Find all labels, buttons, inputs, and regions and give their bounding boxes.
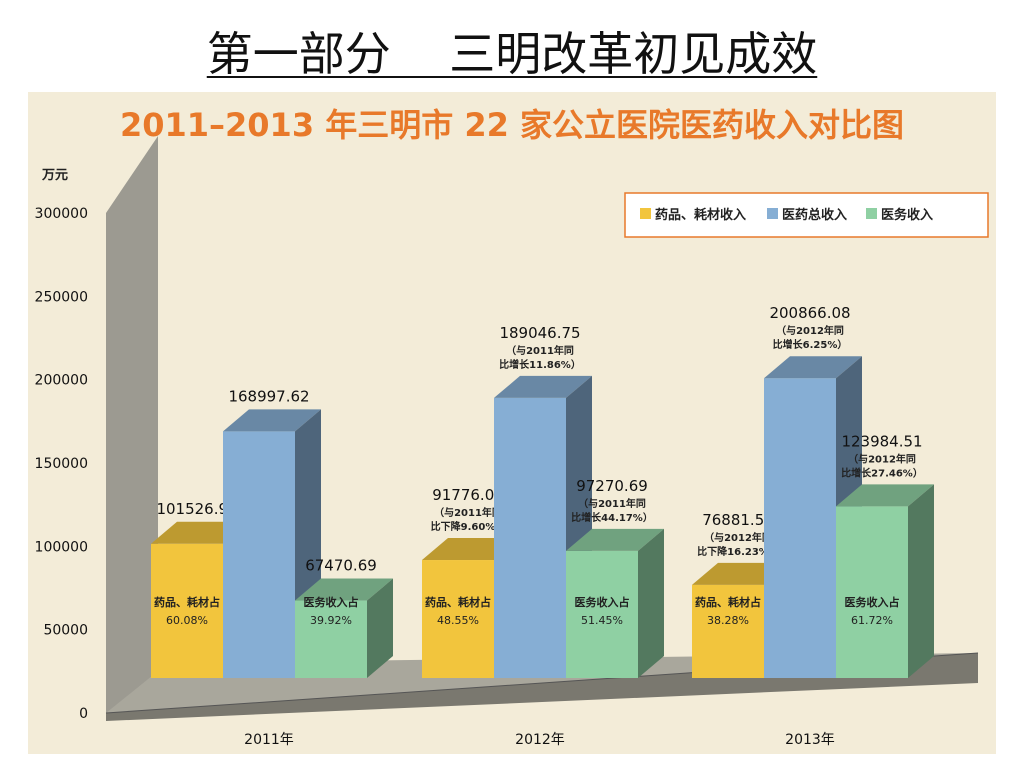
data-value-label: 97270.69: [576, 477, 648, 495]
data-note-label: 比下降9.60%）: [431, 520, 506, 533]
y-tick-label: 250000: [35, 289, 88, 305]
bar-top: [764, 356, 862, 379]
data-note-label: （与2012年同: [776, 324, 844, 337]
legend-label: 药品、耗材收入: [655, 207, 746, 223]
bar-inner-label: 51.45%: [581, 614, 623, 627]
x-tick-label: 2011年: [244, 732, 294, 748]
data-value-label: 67470.69: [305, 557, 377, 575]
legend-label: 医务收入: [881, 207, 933, 223]
x-tick-label: 2012年: [515, 732, 565, 748]
bar-front: [223, 431, 295, 678]
data-value-label: 76881.57: [702, 511, 774, 529]
bar-front: [295, 600, 367, 678]
data-note-label: 比增长11.86%）: [499, 358, 581, 371]
data-note-label: 比增长27.46%）: [841, 466, 923, 479]
bar-inner-label: 医务收入占: [575, 595, 630, 609]
bar-top: [494, 375, 592, 398]
data-note-label: 比下降16.23%）: [697, 545, 779, 558]
bar-top: [295, 578, 393, 601]
y-tick-label: 0: [79, 706, 88, 722]
legend-swatch: [767, 208, 778, 219]
bar-inner-label: 38.28%: [707, 614, 749, 627]
bar-top: [836, 484, 934, 507]
legend-label: 医药总收入: [782, 207, 847, 223]
bar-side: [908, 484, 934, 678]
y-tick-label: 150000: [35, 456, 88, 472]
bar-side: [638, 528, 664, 678]
slide-title: 第一部分 三明改革初见成效: [206, 27, 818, 81]
data-value-label: 91776.06: [432, 486, 504, 504]
legend-box: [624, 192, 989, 238]
data-note-label: （与2012年同: [848, 452, 916, 465]
chart-title: 2011–2013 年三明市 22 家公立医院医药收入对比图: [120, 106, 904, 144]
bar-inner-label: 药品、耗材占: [154, 595, 220, 609]
data-value-label: 200866.08: [769, 304, 850, 322]
bar-top: [223, 409, 321, 432]
y-tick-label: 50000: [43, 623, 88, 639]
bar-inner-label: 药品、耗材占: [425, 595, 491, 609]
bar-front: [494, 397, 566, 678]
bar-top: [566, 528, 664, 551]
bar-front: [422, 560, 494, 678]
data-note-label: （与2011年同: [578, 497, 646, 510]
y-tick-label: 100000: [35, 539, 88, 555]
x-tick-label: 2013年: [785, 732, 835, 748]
bar-inner-label: 61.72%: [851, 614, 893, 627]
bar-inner-label: 48.55%: [437, 614, 479, 627]
bar-inner-label: 药品、耗材占: [695, 595, 761, 609]
bar-inner-label: 医务收入占: [845, 595, 900, 609]
back-wall: [106, 136, 158, 713]
legend-swatch: [640, 208, 651, 219]
data-value-label: 189046.75: [499, 324, 580, 342]
y-tick-label: 200000: [35, 373, 88, 389]
bar-inner-label: 医务收入占: [304, 595, 359, 609]
bar-front: [836, 506, 908, 678]
bar-side: [367, 578, 393, 678]
bar-inner-label: 60.08%: [166, 614, 208, 627]
legend-swatch: [866, 208, 877, 219]
data-value-label: 123984.51: [841, 432, 922, 450]
bar-front: [692, 584, 764, 678]
data-note-label: （与2011年同: [434, 506, 502, 519]
data-note-label: （与2012年同: [704, 531, 772, 544]
y-tick-label: 300000: [35, 206, 88, 222]
y-axis-unit: 万元: [41, 168, 68, 183]
data-value-label: 168997.62: [228, 387, 309, 405]
data-note-label: （与2011年同: [506, 344, 574, 357]
bar-inner-label: 39.92%: [310, 614, 352, 627]
bar-front: [151, 543, 223, 678]
bar-front: [566, 550, 638, 678]
data-note-label: 比增长6.25%）: [773, 338, 848, 351]
data-note-label: 比增长44.17%）: [571, 511, 653, 524]
bar-front: [764, 378, 836, 678]
data-value-label: 101526.93: [156, 500, 237, 518]
